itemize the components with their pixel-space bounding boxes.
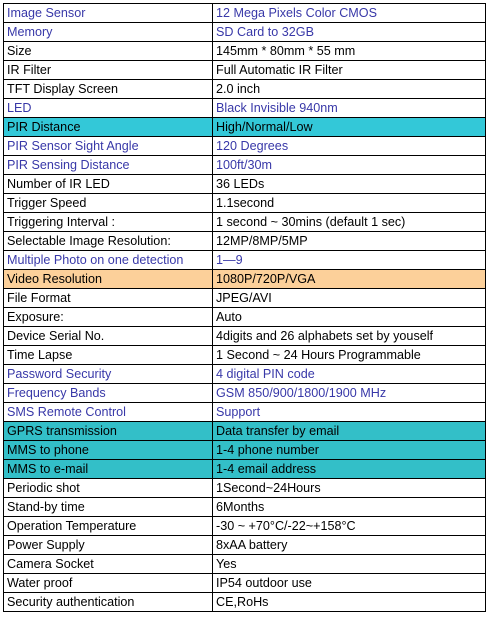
spec-label: Device Serial No. (3, 326, 213, 346)
spec-label: Power Supply (3, 535, 213, 555)
spec-label: GPRS transmission (3, 421, 213, 441)
spec-row: Frequency Bands GSM 850/900/1800/1900 MHz (3, 383, 486, 403)
spec-value: GSM 850/900/1800/1900 MHz (212, 383, 486, 403)
spec-value: 1 second ~ 30mins (default 1 sec) (212, 212, 486, 232)
spec-label: Operation Temperature (3, 516, 213, 536)
spec-label: IR Filter (3, 60, 213, 80)
spec-row: Time Lapse 1 Second ~ 24 Hours Programmab… (3, 345, 486, 365)
spec-value: 1080P/720P/VGA (212, 269, 486, 289)
spec-label: Password Security (3, 364, 213, 384)
spec-row: MMS to phone 1-4 phone number (3, 440, 486, 460)
spec-label: Size (3, 41, 213, 61)
spec-value: 1 Second ~ 24 Hours Programmable (212, 345, 486, 365)
spec-label: PIR Distance (3, 117, 213, 137)
spec-value: 36 LEDs (212, 174, 486, 194)
spec-value: 4 digital PIN code (212, 364, 486, 384)
spec-value: IP54 outdoor use (212, 573, 486, 593)
spec-value: 12MP/8MP/5MP (212, 231, 486, 251)
spec-row: PIR Sensor Sight Angle 120 Degrees (3, 136, 486, 156)
spec-table-body: Image Sensor 12 Mega Pixels Color CMOS Mem… (3, 3, 486, 612)
spec-label: LED (3, 98, 213, 118)
spec-label: Stand-by time (3, 497, 213, 517)
spec-value: 2.0 inch (212, 79, 486, 99)
spec-label: Triggering Interval : (3, 212, 213, 232)
spec-label: Security authentication (3, 592, 213, 612)
spec-row: Video Resolution 1080P/720P/VGA (3, 269, 486, 289)
spec-row: Exposure: Auto (3, 307, 486, 327)
spec-label: Multiple Photo on one detection (3, 250, 213, 270)
spec-row: Image Sensor 12 Mega Pixels Color CMOS (3, 3, 486, 23)
spec-label: Image Sensor (3, 3, 213, 23)
spec-value: JPEG/AVI (212, 288, 486, 308)
spec-value: 8xAA battery (212, 535, 486, 555)
spec-row: Periodic shot 1Second~24Hours (3, 478, 486, 498)
spec-row: LED Black Invisible 940nm (3, 98, 486, 118)
spec-value: Auto (212, 307, 486, 327)
spec-row: TFT Display Screen 2.0 inch (3, 79, 486, 99)
spec-value: 1—9 (212, 250, 486, 270)
spec-value: 6Months (212, 497, 486, 517)
spec-label: Periodic shot (3, 478, 213, 498)
spec-row: Size 145mm * 80mm * 55 mm (3, 41, 486, 61)
spec-value: 145mm * 80mm * 55 mm (212, 41, 486, 61)
spec-value: 12 Mega Pixels Color CMOS (212, 3, 486, 23)
spec-row: Water proof IP54 outdoor use (3, 573, 486, 593)
spec-value: Yes (212, 554, 486, 574)
spec-row: Power Supply 8xAA battery (3, 535, 486, 555)
spec-row: File Format JPEG/AVI (3, 288, 486, 308)
spec-row: Password Security 4 digital PIN code (3, 364, 486, 384)
spec-label: Video Resolution (3, 269, 213, 289)
spec-row: Selectable Image Resolution: 12MP/8MP/5MP (3, 231, 486, 251)
spec-row: MMS to e-mail 1-4 email address (3, 459, 486, 479)
spec-label: PIR Sensor Sight Angle (3, 136, 213, 156)
spec-row: PIR Distance High/Normal/Low (3, 117, 486, 137)
spec-label: Memory (3, 22, 213, 42)
spec-value: 1Second~24Hours (212, 478, 486, 498)
spec-row: Memory SD Card to 32GB (3, 22, 486, 42)
spec-row: SMS Remote Control Support (3, 402, 486, 422)
spec-label: Selectable Image Resolution: (3, 231, 213, 251)
spec-value: 1-4 email address (212, 459, 486, 479)
spec-value: Data transfer by email (212, 421, 486, 441)
spec-label: File Format (3, 288, 213, 308)
spec-label: Number of IR LED (3, 174, 213, 194)
spec-label: Exposure: (3, 307, 213, 327)
spec-value: 1.1second (212, 193, 486, 213)
spec-value: Full Automatic IR Filter (212, 60, 486, 80)
spec-row: GPRS transmission Data transfer by email (3, 421, 486, 441)
spec-row: Device Serial No. 4digits and 26 alphabet… (3, 326, 486, 346)
spec-row: IR Filter Full Automatic IR Filter (3, 60, 486, 80)
spec-value: 100ft/30m (212, 155, 486, 175)
spec-label: MMS to e-mail (3, 459, 213, 479)
spec-value: 120 Degrees (212, 136, 486, 156)
spec-row: Stand-by time 6Months (3, 497, 486, 517)
spec-row: Operation Temperature -30 ~ +70°C/-22~+15… (3, 516, 486, 536)
spec-value: Black Invisible 940nm (212, 98, 486, 118)
spec-label: PIR Sensing Distance (3, 155, 213, 175)
spec-label: Water proof (3, 573, 213, 593)
spec-value: CE,RoHs (212, 592, 486, 612)
spec-value: 1-4 phone number (212, 440, 486, 460)
spec-value: Support (212, 402, 486, 422)
spec-row: Number of IR LED 36 LEDs (3, 174, 486, 194)
spec-label: MMS to phone (3, 440, 213, 460)
spec-row: PIR Sensing Distance 100ft/30m (3, 155, 486, 175)
spec-row: Triggering Interval :1 second ~ 30mins (… (3, 212, 486, 232)
spec-value: -30 ~ +70°C/-22~+158°C (212, 516, 486, 536)
spec-value: 4digits and 26 alphabets set by youself (212, 326, 486, 346)
spec-label: Time Lapse (3, 345, 213, 365)
spec-label: TFT Display Screen (3, 79, 213, 99)
spec-row: Multiple Photo on one detection 1—9 (3, 250, 486, 270)
spec-value: SD Card to 32GB (212, 22, 486, 42)
spec-label: SMS Remote Control (3, 402, 213, 422)
spec-label: Trigger Speed (3, 193, 213, 213)
spec-label: Camera Socket (3, 554, 213, 574)
spec-row: Camera Socket Yes (3, 554, 486, 574)
spec-value: High/Normal/Low (212, 117, 486, 137)
spec-table: Image Sensor 12 Mega Pixels Color CMOS Mem… (3, 3, 486, 612)
spec-label: Frequency Bands (3, 383, 213, 403)
spec-row: Trigger Speed 1.1second (3, 193, 486, 213)
spec-row: Security authentication CE,RoHs (3, 592, 486, 612)
